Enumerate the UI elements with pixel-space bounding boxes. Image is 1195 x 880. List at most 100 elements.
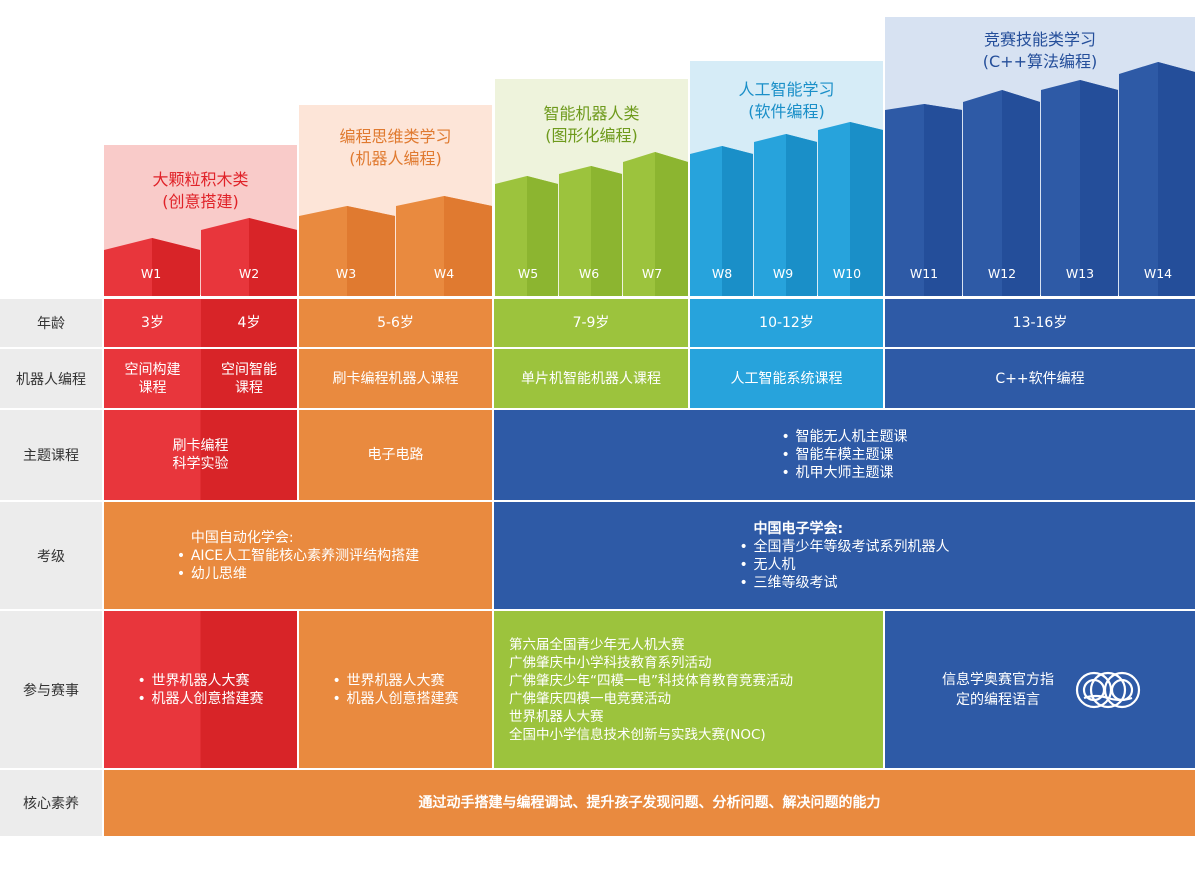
age-cell-5-6: 5-6岁: [299, 299, 492, 347]
contest-cell-green: 第六届全国青少年无人机大赛 广佛肇庆中小学科技教育系列活动 广佛肇庆少年“四模一…: [494, 611, 883, 768]
bar-w1-shade: [152, 238, 200, 296]
contest-green-line-3: 广佛肇庆少年“四模一电”科技体育教育竞赛活动: [509, 672, 793, 689]
bar-w8-shade: [722, 146, 753, 296]
contest-green-line-1: 第六届全国青少年无人机大赛: [509, 636, 685, 653]
week-label-w7: W7: [641, 266, 663, 281]
bar-w13-shade: [1080, 80, 1118, 296]
stage-bars-2: [299, 196, 492, 296]
exam-orange-item-1: AICE人工智能核心素养测评结构搭建: [177, 547, 419, 565]
bar-w9-shade: [786, 134, 817, 296]
stage-title-3: 智能机器人类 (图形化编程): [495, 103, 688, 147]
week-label-w4: W4: [433, 266, 455, 281]
age-cell-13-16: 13-16岁: [885, 299, 1195, 347]
theme-cell-blue: 智能无人机主题课 智能车模主题课 机甲大师主题课: [494, 410, 1195, 500]
robot-cell-space-build-text: 空间构建课程: [124, 361, 181, 396]
contest-green-line-6: 全国中小学信息技术创新与实践大赛(NOC): [509, 726, 766, 743]
theme-cell-orange: 电子电路: [299, 410, 492, 500]
stage-bars-3: [495, 152, 688, 296]
week-label-w11: W11: [909, 266, 939, 281]
exam-blue-list: 全国青少年等级考试系列机器人 无人机 三维等级考试: [740, 538, 950, 592]
contest-green-line-5: 世界机器人大赛: [509, 708, 604, 725]
stage-title-2: 编程思维类学习 (机器人编程): [299, 126, 492, 170]
bar-w10-shade: [850, 122, 883, 296]
core-cell: 通过动手搭建与编程调试、提升孩子发现问题、分析问题、解决问题的能力: [104, 770, 1195, 836]
week-label-w10: W10: [832, 266, 862, 281]
robot-cell-space-intel: 空间智能课程: [201, 349, 297, 408]
bar-w6-shade: [591, 166, 622, 296]
contest-green-line-2: 广佛肇庆中小学科技教育系列活动: [509, 654, 712, 671]
exam-blue-item-3: 三维等级考试: [740, 574, 950, 592]
row-label-age: 年龄: [0, 299, 102, 347]
robot-cell-space-build: 空间构建课程: [104, 349, 201, 408]
week-label-w1: W1: [140, 266, 162, 281]
contest-cell-orange: 世界机器人大赛 机器人创意搭建赛: [299, 611, 492, 768]
stage-bars-4: [690, 122, 883, 296]
row-label-theme: 主题课程: [0, 410, 102, 500]
robot-cell-space-intel-text: 空间智能课程: [221, 361, 277, 396]
week-label-w2: W2: [238, 266, 260, 281]
robot-cell-card-coding: 刷卡编程机器人课程: [299, 349, 492, 408]
exam-orange-item-2: 幼儿思维: [177, 565, 419, 583]
week-label-w8: W8: [711, 266, 733, 281]
bar-w12-shade: [1002, 90, 1040, 296]
contest-red-item-1: 世界机器人大赛: [138, 672, 264, 690]
theme-red-line-1: 刷卡编程: [172, 438, 229, 454]
exam-cell-orange: 中国自动化学会: AICE人工智能核心素养测评结构搭建 幼儿思维: [104, 502, 492, 609]
bar-w4-shade: [444, 196, 492, 296]
stage-subtitle-text-3: (图形化编程): [545, 126, 638, 145]
contest-cell-red: 世界机器人大赛 机器人创意搭建赛: [104, 611, 297, 768]
contest-green-block: 第六届全国青少年无人机大赛 广佛肇庆中小学科技教育系列活动 广佛肇庆少年“四模一…: [509, 636, 793, 744]
robot-cell-mcu: 单片机智能机器人课程: [494, 349, 688, 408]
stage-title-text-1: 大颗粒积木类: [152, 170, 249, 189]
exam-blue-item-2: 无人机: [740, 556, 950, 574]
stage-title-5: 竞赛技能类学习 (C++算法编程): [885, 29, 1195, 73]
noi-logo-icon: [1075, 671, 1141, 708]
age-cell-4: 4岁: [201, 299, 297, 347]
exam-blue-block: 中国电子学会: 全国青少年等级考试系列机器人 无人机 三维等级考试: [740, 520, 950, 592]
exam-orange-list: AICE人工智能核心素养测评结构搭建 幼儿思维: [177, 547, 419, 583]
bar-w14-shade: [1158, 62, 1195, 296]
stage-subtitle-text-5: (C++算法编程): [982, 52, 1098, 71]
week-label-w5: W5: [517, 266, 539, 281]
exam-cell-blue: 中国电子学会: 全国青少年等级考试系列机器人 无人机 三维等级考试: [494, 502, 1195, 609]
stage-subtitle-text-1: (创意搭建): [162, 192, 239, 211]
contest-cell-blue: 信息学奥赛官方指定的编程语言: [885, 611, 1195, 768]
robot-cell-ai-system: 人工智能系统课程: [690, 349, 883, 408]
exam-blue-item-1: 全国青少年等级考试系列机器人: [740, 538, 950, 556]
age-cell-7-9: 7-9岁: [494, 299, 688, 347]
theme-blue-item-2: 智能车模主题课: [782, 446, 908, 464]
contest-orange-list: 世界机器人大赛 机器人创意搭建赛: [333, 672, 459, 708]
row-label-core: 核心素养: [0, 770, 102, 836]
stage-bars-5: [885, 62, 1195, 296]
bar-w5-shade: [527, 176, 558, 296]
contest-orange-item-1: 世界机器人大赛: [333, 672, 459, 690]
robot-cell-cpp: C++软件编程: [885, 349, 1195, 408]
week-label-w12: W12: [987, 266, 1017, 281]
contest-blue-text: 信息学奥赛官方指定的编程语言: [942, 671, 1054, 708]
contest-red-list: 世界机器人大赛 机器人创意搭建赛: [138, 672, 264, 708]
theme-cell-red: 刷卡编程 科学实验: [104, 410, 297, 500]
week-label-w9: W9: [772, 266, 794, 281]
week-label-w13: W13: [1065, 266, 1095, 281]
row-label-robot: 机器人编程: [0, 349, 102, 408]
contest-green-line-4: 广佛肇庆四模一电竞赛活动: [509, 690, 671, 707]
stage-title-text-5: 竞赛技能类学习: [983, 30, 1096, 49]
stage-title-1: 大颗粒积木类 (创意搭建): [104, 169, 297, 213]
theme-red-line-2: 科学实验: [172, 456, 229, 472]
stage-title-text-2: 编程思维类学习: [339, 127, 452, 146]
stage-title-text-4: 人工智能学习: [738, 80, 835, 99]
theme-blue-list: 智能无人机主题课 智能车模主题课 机甲大师主题课: [782, 428, 908, 482]
week-label-w6: W6: [578, 266, 600, 281]
stage-bars-1: [104, 218, 297, 296]
age-cell-10-12: 10-12岁: [690, 299, 883, 347]
week-label-w14: W14: [1143, 266, 1173, 281]
stage-subtitle-text-4: (软件编程): [748, 102, 825, 121]
row-label-exam: 考级: [0, 502, 102, 609]
bar-w11-shade: [924, 104, 962, 296]
exam-blue-heading: 中国电子学会:: [753, 520, 844, 537]
contest-orange-item-2: 机器人创意搭建赛: [333, 690, 459, 708]
bar-w3-shade: [347, 206, 395, 296]
theme-blue-item-1: 智能无人机主题课: [782, 428, 908, 446]
stage-title-text-3: 智能机器人类: [543, 104, 640, 123]
exam-orange-block: 中国自动化学会: AICE人工智能核心素养测评结构搭建 幼儿思维: [177, 529, 419, 583]
